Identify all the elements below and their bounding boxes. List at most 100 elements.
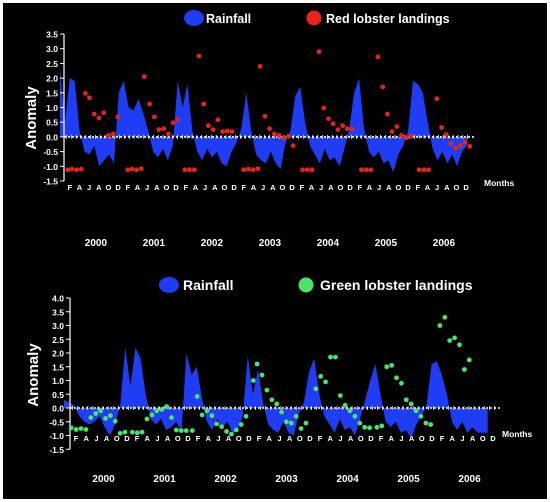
- y-tick-label: 3.0: [52, 321, 64, 331]
- month-tick-label: D: [405, 183, 411, 192]
- month-tick-label: D: [173, 183, 179, 192]
- rainfall-area: [60, 69, 467, 173]
- month-tick-label: A: [165, 434, 171, 443]
- month-tick-label: A: [367, 183, 373, 192]
- month-tick-label: D: [185, 434, 191, 443]
- lobster-landing-point: [149, 412, 155, 418]
- lobster-landing-point: [447, 338, 453, 343]
- lobster-landing-point: [183, 428, 189, 433]
- month-tick-label: D: [347, 183, 353, 192]
- y-tick-label: 2.0: [52, 349, 64, 359]
- month-tick-label: A: [450, 434, 456, 443]
- lobster-landing-point: [159, 407, 165, 412]
- lobster-landing-point: [139, 429, 145, 435]
- month-tick-label: O: [280, 183, 286, 192]
- lobster-landing-point: [413, 408, 419, 414]
- month-tick-label: D: [289, 183, 295, 192]
- lobster-landing-point: [233, 427, 239, 433]
- month-tick-label: J: [399, 434, 403, 443]
- lobster-landing-point: [68, 425, 74, 431]
- lobster-landing-point: [399, 133, 404, 138]
- lobster-landing-point: [379, 423, 385, 429]
- y-tick-label: 1.5: [46, 88, 58, 98]
- lobster-landing-point: [209, 413, 215, 419]
- lobster-landing-point: [428, 422, 434, 427]
- month-tick-label: A: [96, 183, 102, 192]
- month-tick-label: A: [409, 434, 415, 443]
- month-tick-label: A: [270, 183, 276, 192]
- lobster-landing-point: [352, 413, 358, 419]
- month-tick-label: F: [242, 183, 247, 192]
- month-tick-label: D: [490, 434, 496, 443]
- lobster-landing-point: [462, 367, 467, 372]
- year-label: 2004: [317, 238, 340, 249]
- lobster-landing-point: [106, 133, 111, 138]
- legend-label: Rainfall: [206, 12, 251, 26]
- lobster-landing-point: [335, 127, 341, 132]
- month-tick-label: F: [416, 183, 421, 192]
- lobster-landing-point: [300, 167, 305, 173]
- lobster-landing-point: [254, 361, 260, 367]
- month-tick-label: J: [203, 183, 207, 192]
- lobster-landing-point: [284, 419, 289, 425]
- y-tick-label: -1.0: [43, 162, 58, 172]
- month-tick-label: J: [277, 434, 281, 443]
- lobster-landing-point: [290, 143, 296, 149]
- year-label: 2004: [336, 474, 359, 485]
- year-label: 2001: [143, 238, 166, 249]
- y-tick-label: 1.0: [52, 376, 64, 386]
- month-tick-label: J: [435, 183, 439, 192]
- lobster-landing-point: [257, 63, 263, 69]
- lobster-landing-point: [88, 415, 94, 420]
- lobster-landing-point: [316, 49, 322, 54]
- month-tick-label: O: [164, 183, 170, 192]
- lobster-landing-point: [408, 133, 414, 139]
- month-tick-label: D: [368, 434, 374, 443]
- lobster-landing-point: [96, 115, 102, 121]
- lobster-landing-point: [125, 167, 131, 173]
- month-tick-label: J: [338, 434, 342, 443]
- month-tick-label: O: [106, 183, 112, 192]
- month-tick-label: O: [236, 434, 242, 443]
- y-tick-label: 1.0: [46, 103, 58, 113]
- month-tick-label: J: [94, 434, 98, 443]
- lobster-landing-point: [421, 167, 427, 173]
- lobster-landing-point: [224, 128, 230, 134]
- lobster-landing-point: [229, 431, 234, 437]
- lobster-landing-point: [452, 335, 457, 341]
- y-tick-label: 0.5: [46, 118, 58, 128]
- lobster-landing-point: [375, 54, 381, 60]
- lobster-landing-point: [196, 53, 202, 59]
- month-tick-label: O: [396, 183, 402, 192]
- month-tick-label: O: [480, 434, 486, 443]
- lobster-landing-point: [403, 135, 409, 141]
- year-label: 2003: [259, 238, 282, 249]
- lobster-landing-point: [347, 408, 353, 414]
- year-label: 2002: [201, 238, 224, 249]
- month-tick-label: O: [175, 434, 181, 443]
- lobster-landing-point: [130, 429, 135, 435]
- lobster-landing-point: [103, 416, 108, 421]
- lobster-landing-point: [399, 380, 404, 386]
- lobster-landing-point: [344, 126, 350, 132]
- lobster-landing-point: [151, 114, 157, 120]
- month-tick-label: F: [196, 434, 201, 443]
- lobster-landing-point: [169, 415, 174, 420]
- lobster-landing-point: [251, 378, 256, 383]
- lobster-landing-point: [363, 167, 369, 173]
- month-tick-label: F: [318, 434, 323, 443]
- lobster-landing-point: [330, 121, 336, 127]
- lobster-landing-point: [368, 167, 374, 173]
- month-tick-label: F: [300, 183, 305, 192]
- lobster-landing-point: [108, 413, 113, 419]
- lobster-landing-point: [340, 123, 345, 129]
- month-tick-label: D: [115, 183, 121, 192]
- lobster-landing-point: [281, 135, 287, 141]
- month-tick-label: D: [307, 434, 313, 443]
- month-tick-label: D: [429, 434, 435, 443]
- month-tick-label: A: [444, 183, 450, 192]
- lobster-landing-point: [389, 363, 394, 368]
- month-tick-label: A: [104, 434, 110, 443]
- lobster-landing-point: [293, 413, 299, 419]
- y-tick-label: 3.5: [52, 307, 64, 317]
